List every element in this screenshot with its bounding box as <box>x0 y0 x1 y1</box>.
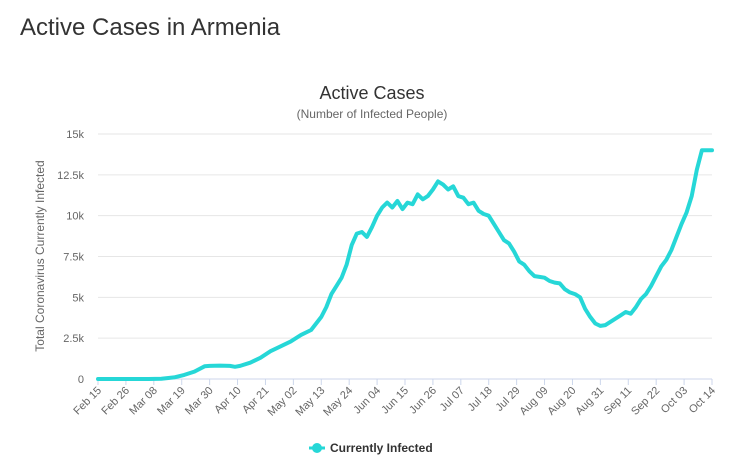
legend[interactable]: Currently Infected <box>309 441 433 455</box>
y-axis: 0 2.5k 5k 7.5k 10k 12.5k 15k <box>57 129 84 386</box>
x-tick-label: Sep 22 <box>629 385 662 418</box>
chart-title: Active Cases <box>319 83 424 103</box>
x-tick-label: May 13 <box>293 385 327 419</box>
x-tick-label: May 02 <box>265 385 299 419</box>
x-tick-label: Jun 26 <box>407 385 439 417</box>
x-tick-label: Mar 19 <box>155 385 188 418</box>
legend-label[interactable]: Currently Infected <box>330 441 433 455</box>
x-tick-label: Apr 10 <box>212 385 243 416</box>
y-tick-label: 7.5k <box>63 252 84 264</box>
legend-symbol-marker <box>312 443 322 453</box>
x-tick-label: Oct 03 <box>659 385 690 416</box>
x-tick-label: Jul 18 <box>466 385 495 414</box>
x-tick-label: Aug 09 <box>518 385 551 418</box>
x-tick-label: Aug 31 <box>573 385 606 418</box>
page-title: Active Cases in Armenia <box>20 14 281 41</box>
y-tick-label: 12.5k <box>57 170 84 182</box>
grid-lines <box>98 133 712 380</box>
x-tick-label: Jun 04 <box>351 385 383 417</box>
x-tick-label: Jul 07 <box>438 385 467 414</box>
x-tick-label: Jun 15 <box>379 385 411 417</box>
x-tick-label: Oct 14 <box>687 385 718 416</box>
x-tick-label: Mar 08 <box>127 385 160 418</box>
y-tick-label: 5k <box>72 292 84 304</box>
x-tick-label: Feb 15 <box>71 385 104 418</box>
y-tick-label: 10k <box>66 211 84 223</box>
x-tick-label: Feb 26 <box>99 385 132 418</box>
y-axis-title: Total Coronavirus Currently Infected <box>33 160 47 351</box>
series-line-currently-infected[interactable] <box>96 148 714 381</box>
y-tick-label: 0 <box>78 374 84 386</box>
series-layer <box>96 148 714 381</box>
x-tick-label: Mar 30 <box>183 385 216 418</box>
x-tick-label: Sep 11 <box>602 385 635 418</box>
chart-subtitle: (Number of Infected People) <box>297 107 448 121</box>
y-tick-label: 2.5k <box>63 333 84 345</box>
x-tick-label: May 24 <box>321 385 355 419</box>
y-tick-label: 15k <box>66 129 84 141</box>
x-tick-label: Aug 20 <box>545 385 578 418</box>
